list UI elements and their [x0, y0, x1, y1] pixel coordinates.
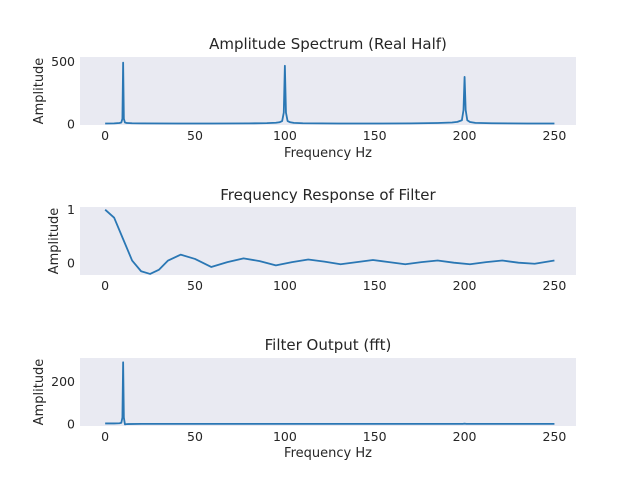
x-tick-label: 50	[187, 128, 203, 143]
x-axis-label: Frequency Hz	[284, 446, 372, 461]
x-tick-label: 0	[101, 278, 109, 293]
series-line	[105, 61, 555, 125]
y-tick-label: 0	[67, 256, 75, 271]
x-ticks: 0 50 100 150 200 250	[101, 429, 566, 444]
y-tick-label: 200	[51, 374, 75, 389]
series-line	[104, 209, 555, 275]
y-tick-label: 0	[67, 116, 75, 131]
x-axis-label: Frequency Hz	[284, 146, 372, 161]
x-tick-label: 250	[543, 128, 567, 143]
plot-area	[80, 358, 576, 426]
x-tick-label: 150	[363, 128, 387, 143]
chart-title: Amplitude Spectrum (Real Half)	[209, 35, 447, 53]
plot-area	[80, 207, 576, 275]
x-tick-label: 200	[453, 128, 477, 143]
y-ticks: 01	[67, 202, 75, 271]
x-tick-label: 200	[453, 429, 477, 444]
x-tick-label: 250	[543, 429, 567, 444]
x-tick-label: 200	[453, 278, 477, 293]
subplot-filter-response: Frequency Response of Filter 0 50 100 150 20…	[47, 186, 576, 293]
x-tick-label: 150	[363, 278, 387, 293]
x-tick-label: 100	[273, 429, 297, 444]
x-tick-label: 0	[101, 429, 109, 444]
x-tick-label: 0	[101, 128, 109, 143]
x-ticks: 0 50 100 150 200 250	[101, 278, 566, 293]
y-ticks: 0 500	[51, 54, 75, 131]
y-ticks: 0 200	[51, 374, 75, 432]
chart-title: Filter Output (fft)	[265, 336, 392, 354]
y-axis-label: Amplitude	[32, 359, 47, 426]
x-tick-label: 100	[273, 128, 297, 143]
series-line	[105, 361, 555, 426]
plot-area	[80, 57, 576, 125]
chart-title: Frequency Response of Filter	[220, 186, 436, 204]
x-tick-label: 250	[543, 278, 567, 293]
x-tick-label: 50	[187, 429, 203, 444]
x-tick-label: 150	[363, 429, 387, 444]
x-tick-label: 50	[187, 278, 203, 293]
y-axis-label: Amplitude	[47, 208, 62, 275]
y-tick-label: 500	[51, 54, 75, 69]
subplot-amplitude-spectrum: Amplitude Spectrum (Real Half) 0 50 100 150…	[32, 35, 576, 161]
subplot-filter-output: Filter Output (fft) 0 50 100 150 200 250 0 200…	[32, 336, 576, 461]
y-axis-label: Amplitude	[32, 58, 47, 125]
y-tick-label: 0	[67, 416, 75, 431]
x-tick-label: 100	[273, 278, 297, 293]
x-ticks: 0 50 100 150 200 250	[101, 128, 566, 143]
y-tick-label: 1	[67, 202, 75, 217]
